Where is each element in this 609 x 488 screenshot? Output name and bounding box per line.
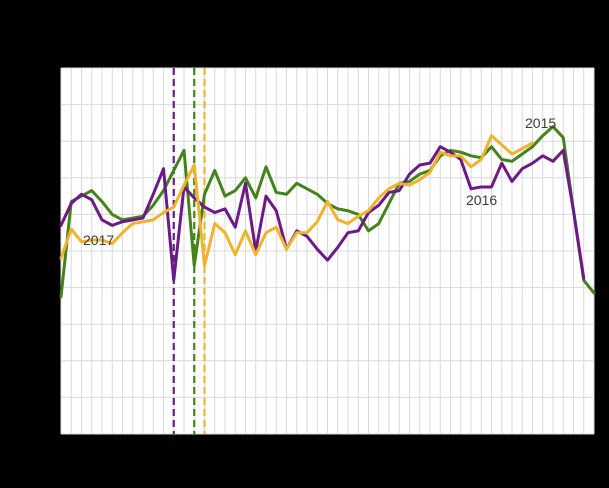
series-line-2017 <box>59 134 534 268</box>
series-line-2016 <box>59 145 586 282</box>
series-label-2016: 2016 <box>466 192 497 208</box>
series-label-2017: 2017 <box>83 232 114 248</box>
series-label-2015: 2015 <box>525 115 556 131</box>
